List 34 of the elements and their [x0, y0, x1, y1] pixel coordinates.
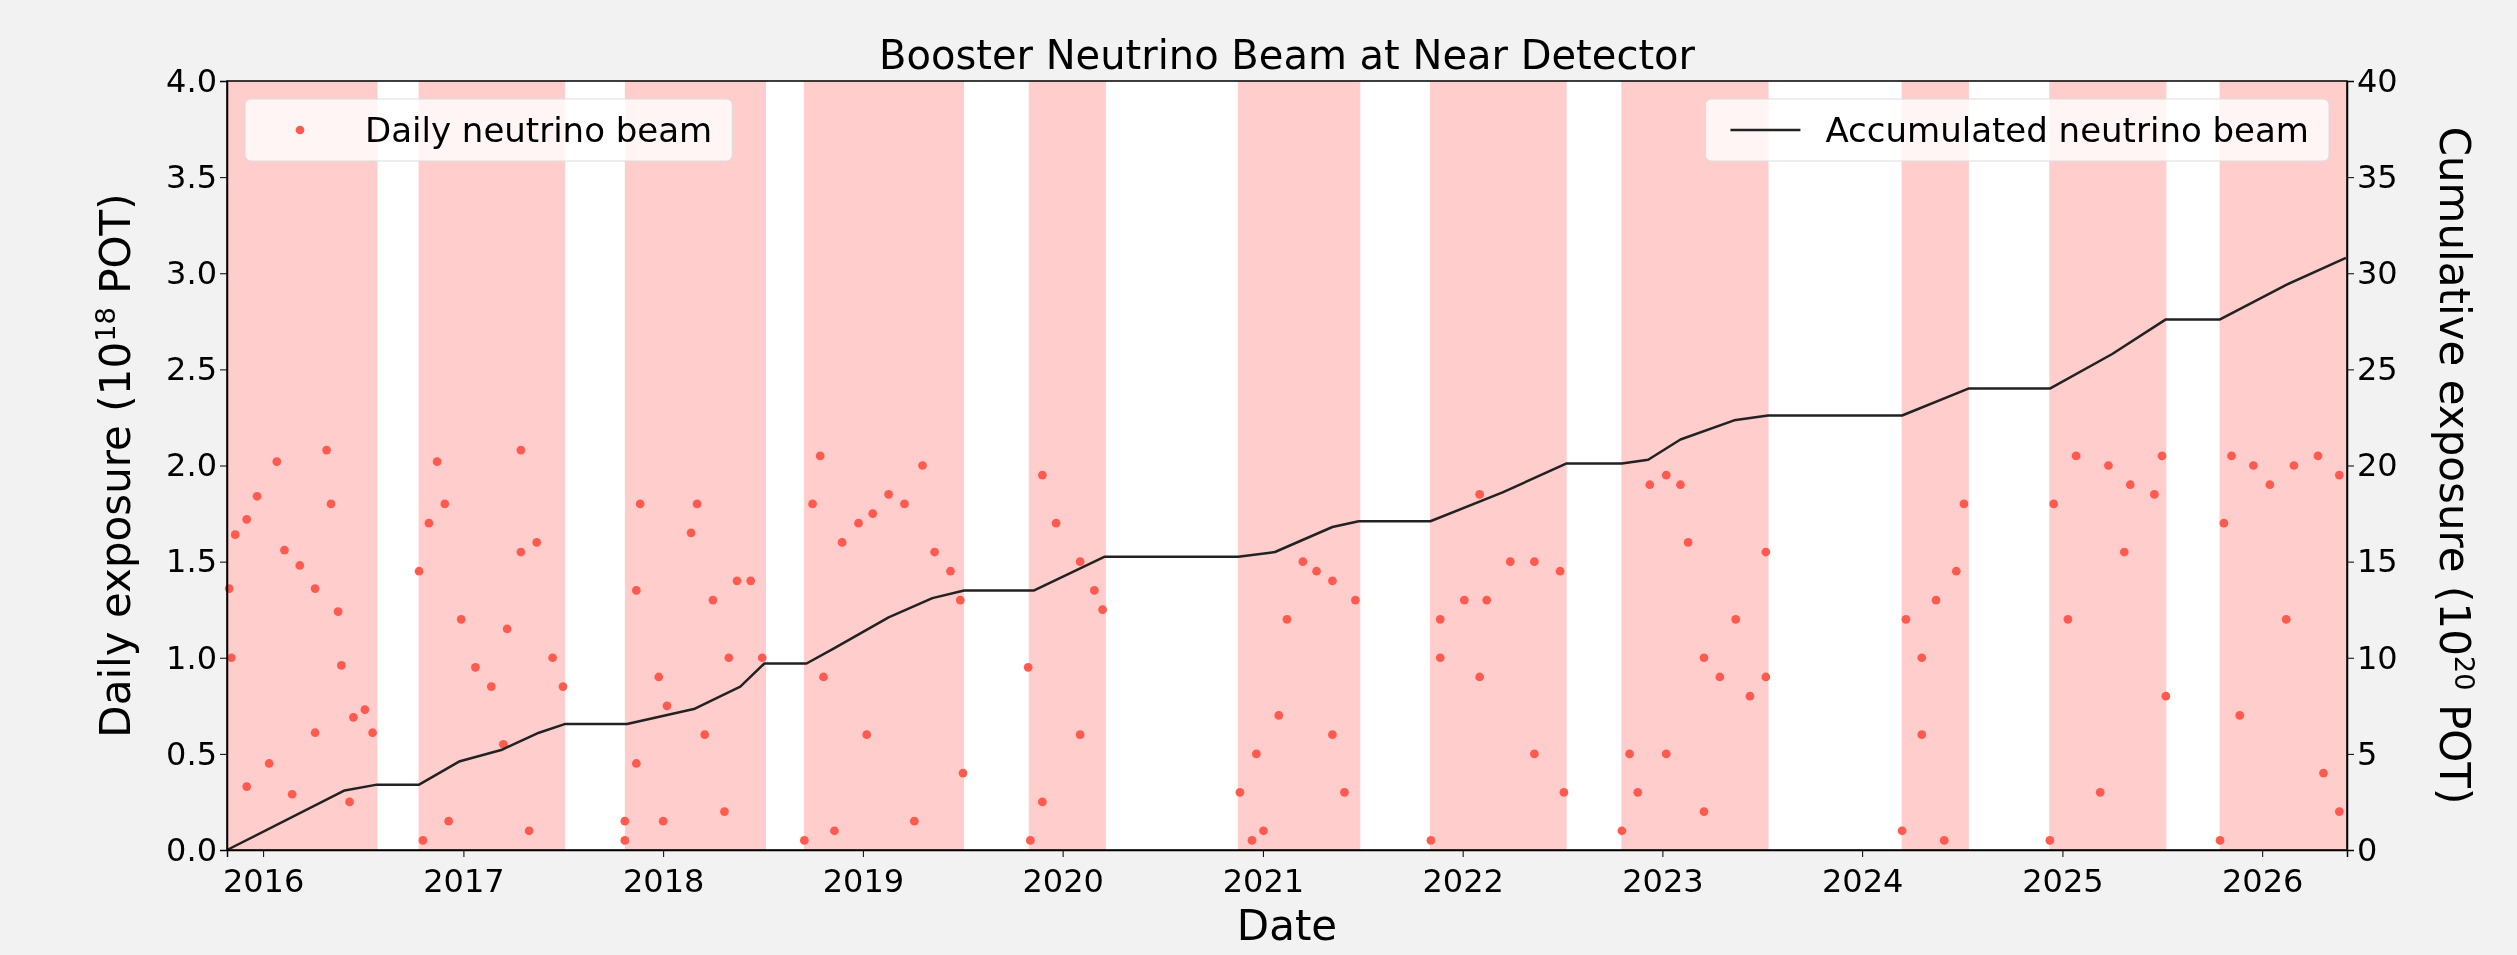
y-tick-label: 0.5	[166, 734, 217, 773]
x-tick-label: 2016	[222, 862, 305, 900]
line-series	[225, 256, 2348, 852]
x-tick-label: 2020	[1022, 862, 1104, 900]
x-tick-label: 2023	[1622, 862, 1704, 900]
x-tick-label: 2024	[1821, 862, 1904, 900]
x-axis-title: Date	[1236, 901, 1338, 950]
y2-tick-label: 15	[2357, 542, 2398, 581]
x-tick-label: 2019	[822, 862, 905, 900]
y2-tick-label: 40	[2357, 61, 2398, 100]
legend-label: Daily neutrino beam	[365, 110, 713, 150]
y-tick-label: 3.0	[166, 253, 217, 292]
x-tick-label: 2025	[2022, 862, 2104, 900]
y-tick-label: 2.5	[166, 350, 217, 389]
y-tick-label: 2.0	[166, 446, 217, 485]
y2-tick-label: 25	[2357, 350, 2398, 389]
y-tick-label: 1.0	[166, 638, 217, 677]
y2-tick-label: 30	[2357, 253, 2398, 292]
x-tick-label: 2018	[622, 862, 705, 900]
y-tick-label: 1.5	[166, 542, 217, 581]
x-tick-label: 2021	[1222, 862, 1305, 900]
y2-tick-label: 10	[2357, 638, 2398, 677]
legend-label: Accumulated neutrino beam	[1825, 110, 2309, 150]
y2-tick-label: 35	[2357, 157, 2398, 196]
chart-title: Booster Neutrino Beam at Near Detector	[879, 32, 1696, 78]
x-tick-label: 2017	[423, 862, 505, 900]
x-tick-label: 2022	[1422, 862, 1504, 900]
x-tick-label: 2026	[2221, 862, 2304, 900]
y2-tick-label: 5	[2357, 734, 2378, 773]
y-tick-label: 3.5	[166, 157, 217, 196]
y2-tick-label: 0	[2357, 830, 2378, 869]
y-tick-label: 0.0	[166, 830, 217, 869]
y-tick-label: 4.0	[166, 61, 217, 100]
y2-tick-label: 20	[2357, 446, 2398, 485]
